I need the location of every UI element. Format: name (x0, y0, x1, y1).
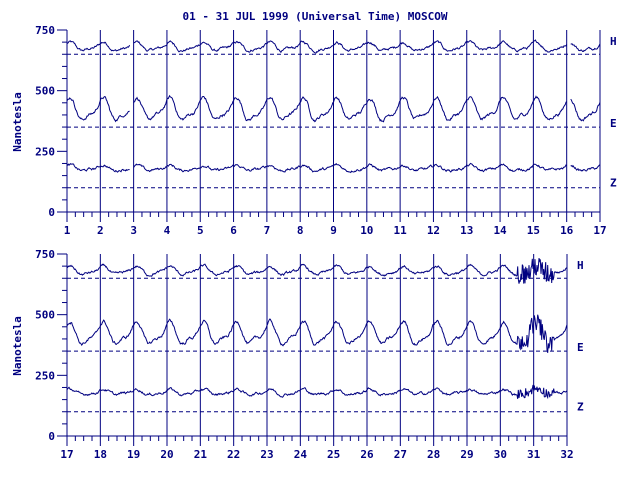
x-tick-label: 31 (527, 448, 541, 461)
y-tick-label: 250 (35, 145, 55, 158)
x-tick-label: 2 (97, 224, 104, 237)
y-tick-label: 500 (35, 85, 55, 98)
x-tick-label: 7 (264, 224, 271, 237)
x-tick-label: 15 (527, 224, 540, 237)
trace-H (66, 257, 568, 284)
x-tick-label: 6 (230, 224, 237, 237)
x-tick-label: 10 (360, 224, 373, 237)
trace-Z (66, 162, 601, 174)
chart-title: 01 - 31 JUL 1999 (Universal Time) MOSCOW (183, 10, 448, 23)
x-tick-label: 17 (593, 224, 606, 237)
x-tick-label: 19 (127, 448, 140, 461)
panel-top: Nanotesla 1 2 3 4 5 6 7 8 9 10 11 12 13 14 15 16 1702505… (11, 24, 617, 237)
x-tick-label: 12 (427, 224, 440, 237)
x-tick-label: 32 (560, 448, 573, 461)
y-tick-label: 0 (48, 430, 55, 443)
panel-bottom: Nanotesla 17 18 19 20 21 22 23 24 25 26 27 28 29 30 31… (11, 248, 584, 461)
y-axis-label-top: Nanotesla (11, 92, 24, 152)
x-tick-label: 9 (330, 224, 337, 237)
y-tick-label: 500 (35, 309, 55, 322)
component-label-Z: Z (577, 400, 584, 413)
x-tick-label: 24 (294, 448, 308, 461)
x-tick-label: 30 (494, 448, 507, 461)
trace-E (66, 314, 568, 353)
x-tick-label: 23 (260, 448, 273, 461)
x-tick-label: 13 (460, 224, 473, 237)
y-tick-label: 250 (35, 369, 55, 382)
x-tick-label: 20 (160, 448, 173, 461)
y-axis-label-bottom: Nanotesla (11, 316, 24, 376)
x-tick-label: 5 (197, 224, 204, 237)
x-tick-label: 27 (394, 448, 407, 461)
trace-H (67, 39, 601, 54)
x-tick-label: 16 (560, 224, 574, 237)
trace-E (66, 94, 601, 123)
component-label-E: E (610, 117, 617, 130)
component-label-H: H (577, 259, 584, 272)
x-tick-label: 8 (297, 224, 304, 237)
x-tick-label: 22 (227, 448, 240, 461)
y-tick-label: 0 (48, 206, 55, 219)
x-tick-label: 4 (164, 224, 171, 237)
x-tick-label: 17 (60, 448, 73, 461)
trace-Z (66, 384, 568, 400)
x-tick-label: 25 (327, 448, 340, 461)
x-tick-label: 11 (394, 224, 408, 237)
x-tick-label: 28 (427, 448, 440, 461)
x-tick-label: 26 (360, 448, 374, 461)
y-tick-label: 750 (35, 24, 55, 37)
x-tick-label: 29 (460, 448, 473, 461)
x-tick-label: 21 (194, 448, 208, 461)
x-tick-label: 18 (94, 448, 107, 461)
x-tick-label: 14 (493, 224, 507, 237)
x-tick-label: 3 (130, 224, 137, 237)
y-tick-label: 750 (35, 248, 55, 261)
x-tick-label: 1 (64, 224, 71, 237)
component-label-H: H (610, 35, 617, 48)
component-label-Z: Z (610, 176, 617, 189)
component-label-E: E (577, 341, 584, 354)
